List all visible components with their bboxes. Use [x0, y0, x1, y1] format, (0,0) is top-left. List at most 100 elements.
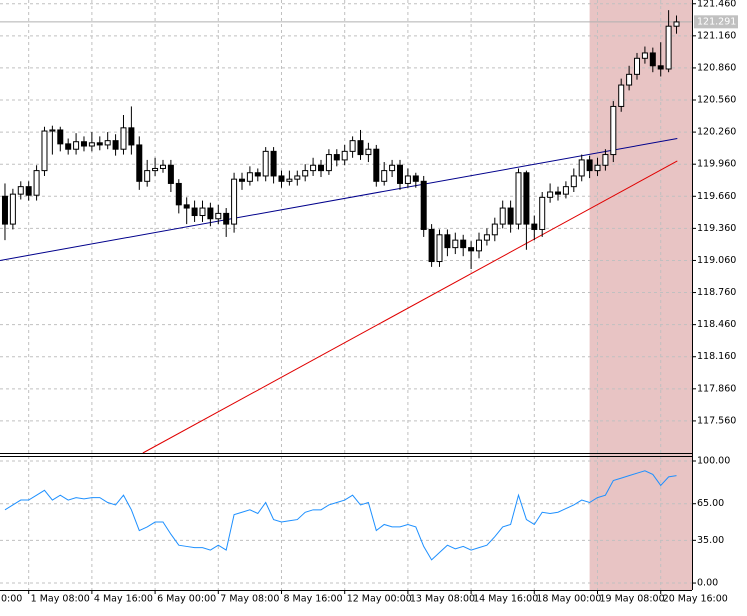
- candle-body: [33, 170, 40, 196]
- candle-body: [341, 150, 348, 161]
- y-tick-label: 117.560: [697, 415, 736, 426]
- candle-body: [112, 140, 119, 150]
- candle-body: [396, 164, 403, 184]
- x-tick-label: 8 May 16:00: [283, 594, 342, 605]
- x-tick-label: 14 May 16:00: [473, 594, 538, 605]
- candle-body: [357, 140, 364, 156]
- candle-body: [586, 159, 593, 172]
- candle-body: [381, 170, 388, 182]
- candle-body: [562, 186, 569, 195]
- y-tick-label: 119.660: [697, 191, 736, 202]
- candle-body: [246, 172, 253, 182]
- x-tick-label: 12 May 00:00: [347, 594, 412, 605]
- candle-body: [468, 247, 475, 252]
- candle-body: [483, 234, 490, 241]
- candle-body: [428, 228, 435, 263]
- candle-body: [555, 191, 562, 195]
- y-tick-label: 118.760: [697, 287, 736, 298]
- indicator-tick-label: 0.00: [697, 578, 718, 589]
- candle-body: [389, 164, 396, 172]
- candle-body: [333, 154, 340, 161]
- candle-body: [570, 175, 577, 188]
- candle-body: [452, 239, 459, 249]
- candle-body: [444, 234, 451, 249]
- candle-body: [420, 180, 427, 230]
- candle-body: [634, 57, 641, 75]
- candle-body: [223, 212, 230, 225]
- candle-body: [238, 178, 245, 182]
- candle-body: [649, 52, 656, 67]
- candle-body: [231, 178, 238, 225]
- y-tick-label: 119.060: [697, 255, 736, 266]
- y-tick-label: 119.360: [697, 223, 736, 234]
- candle-body: [302, 170, 309, 177]
- candle-body: [641, 52, 648, 59]
- y-tick-label: 120.860: [697, 62, 736, 73]
- candle-body: [531, 223, 538, 230]
- candle-body: [278, 175, 285, 182]
- candle-body: [65, 143, 72, 150]
- candle-body: [262, 150, 269, 177]
- candle-body: [523, 172, 530, 225]
- candle-body: [294, 175, 301, 180]
- x-tick-label: 19 May 08:00: [600, 594, 665, 605]
- candle-body: [191, 207, 198, 217]
- candle-body: [373, 148, 380, 182]
- candle-body: [152, 167, 159, 172]
- candle-body: [9, 193, 16, 225]
- candle-body: [365, 148, 372, 156]
- candle-body: [499, 207, 506, 225]
- candle-body: [57, 129, 64, 145]
- x-tick-label: 7 May 08:00: [220, 594, 279, 605]
- y-tick-label: 120.260: [697, 127, 736, 138]
- candle-body: [207, 207, 214, 220]
- candle-body: [310, 164, 317, 172]
- candle-body: [254, 172, 261, 177]
- candle-body: [1, 195, 8, 225]
- candle-body: [539, 196, 546, 230]
- candle-body: [665, 25, 672, 70]
- candle-body: [49, 129, 56, 132]
- y-tick-label: 118.160: [697, 351, 736, 362]
- candle-body: [120, 127, 127, 150]
- candle-body: [325, 154, 332, 172]
- y-tick-label: 117.860: [697, 383, 736, 394]
- candle-body: [286, 178, 293, 182]
- candle-body: [88, 142, 95, 147]
- x-tick-label: 18 May 00:00: [536, 594, 601, 605]
- candle-body: [270, 150, 277, 177]
- candle-body: [41, 130, 48, 172]
- candle-body: [144, 170, 151, 182]
- candle-body: [17, 186, 24, 195]
- current-price-box: [694, 15, 738, 29]
- candle-body: [476, 239, 483, 252]
- x-tick-label: 0:00: [1, 594, 22, 605]
- candle-body: [460, 239, 467, 249]
- x-tick-label: 13 May 08:00: [410, 594, 475, 605]
- candle-body: [507, 207, 514, 225]
- candle-body: [618, 84, 625, 107]
- candle-body: [515, 172, 522, 225]
- indicator-tick-label: 100.00: [697, 456, 730, 467]
- y-tick-label: 121.160: [697, 30, 736, 41]
- candle-body: [626, 73, 633, 86]
- candle-body: [349, 140, 356, 152]
- candle-body: [491, 223, 498, 236]
- candle-body: [436, 234, 443, 263]
- indicator-tick-label: 35.00: [697, 535, 724, 546]
- indicator-line: [4, 470, 677, 561]
- candle-body: [80, 141, 87, 147]
- candle-body: [317, 164, 324, 172]
- candle-body: [594, 164, 601, 172]
- candle-body: [104, 140, 111, 146]
- current-price-label: 121.291: [697, 16, 736, 27]
- candle-body: [136, 144, 143, 182]
- x-tick-label: 4 May 16:00: [94, 594, 153, 605]
- candle-body: [673, 21, 680, 27]
- candle-body: [412, 175, 419, 182]
- candle-body: [547, 191, 554, 198]
- candle-body: [578, 159, 585, 177]
- candle-body: [183, 204, 190, 209]
- candle-body: [175, 182, 182, 206]
- x-tick-label: 1 May 08:00: [31, 594, 90, 605]
